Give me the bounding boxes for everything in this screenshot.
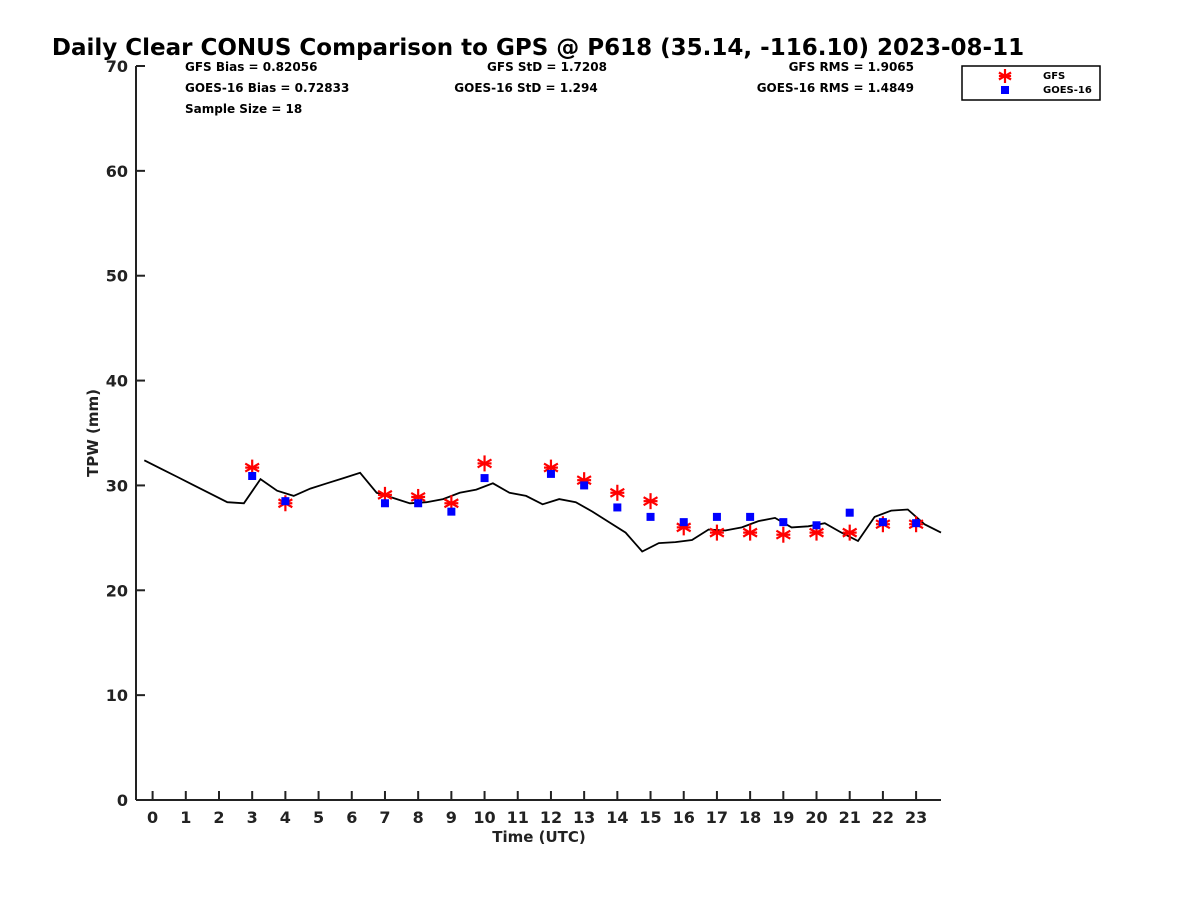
legend-gfs-marker: [998, 69, 1012, 83]
goes16-point: [812, 521, 821, 530]
stat-goes-rms: GOES-16 RMS = 1.4849: [757, 81, 914, 95]
x-tick-label: 5: [313, 808, 324, 827]
x-tick-label: 16: [673, 808, 695, 827]
gfs-point: [477, 455, 493, 472]
x-tick-label: 3: [247, 808, 258, 827]
y-tick-label: 40: [106, 372, 128, 391]
y-tick-label: 0: [117, 791, 128, 810]
x-tick-label: 23: [905, 808, 927, 827]
x-tick-label: 9: [446, 808, 457, 827]
y-tick-label: 70: [106, 57, 128, 76]
goes16-point: [281, 497, 290, 506]
x-tick-label: 6: [346, 808, 357, 827]
plot-area: [143, 455, 942, 553]
goes16-point: [779, 518, 788, 527]
gfs-point: [676, 519, 692, 536]
y-tick-label: 10: [106, 686, 128, 705]
x-tick-label: 15: [639, 808, 661, 827]
y-axis-label: TPW (mm): [84, 389, 102, 477]
goes16-point: [546, 469, 555, 478]
goes16-point: [414, 499, 423, 508]
stat-sample-size: Sample Size = 18: [185, 102, 302, 116]
goes16-point: [746, 512, 755, 521]
gfs-point: [809, 524, 824, 541]
chart-title: Daily Clear CONUS Comparison to GPS @ P6…: [52, 35, 1024, 61]
x-tick-label: 8: [413, 808, 424, 827]
x-tick-label: 21: [839, 808, 861, 827]
gfs-point: [742, 524, 758, 541]
goes16-point: [878, 518, 887, 527]
x-tick-label: 12: [540, 808, 562, 827]
x-tick-label: 20: [805, 808, 827, 827]
legend-goes16-marker: [1001, 86, 1009, 94]
stat-goes-std: GOES-16 StD = 1.294: [454, 81, 597, 95]
x-tick-label: 22: [872, 808, 894, 827]
x-tick-label: 4: [280, 808, 291, 827]
goes16-point: [845, 508, 854, 517]
goes16-point: [679, 518, 688, 527]
legend-label-gfs: GFS: [1043, 71, 1065, 82]
gfs-point: [842, 524, 858, 541]
gfs-point: [775, 526, 791, 543]
gfs-point: [443, 495, 459, 512]
stats-block: GFS Bias = 0.82056 GOES-16 Bias = 0.7283…: [185, 60, 914, 116]
goes16-point: [712, 512, 721, 521]
x-tick-label: 1: [180, 808, 191, 827]
x-tick-label: 7: [379, 808, 390, 827]
x-tick-label: 14: [606, 808, 628, 827]
stat-gfs-std: GFS StD = 1.7208: [487, 60, 607, 74]
y-tick-label: 30: [106, 476, 128, 495]
gfs-point: [709, 524, 725, 541]
x-tick-label: 19: [772, 808, 794, 827]
y-tick-label: 60: [106, 162, 128, 181]
gfs-point: [609, 484, 625, 501]
x-tick-label: 2: [213, 808, 224, 827]
goes16-point: [912, 519, 921, 528]
goes16-point: [447, 507, 456, 516]
legend-label-goes16: GOES-16: [1043, 85, 1092, 96]
x-tick-label: 11: [507, 808, 529, 827]
x-axis-label: Time (UTC): [492, 828, 586, 846]
gfs-point: [543, 459, 559, 476]
stat-gfs-rms: GFS RMS = 1.9065: [789, 60, 914, 74]
goes16-point: [613, 503, 622, 512]
goes16-point: [248, 471, 257, 480]
goes16-point: [646, 512, 655, 521]
stat-gfs-bias: GFS Bias = 0.82056: [185, 60, 317, 74]
legend-box: [961, 65, 1101, 101]
gfs-point: [643, 493, 659, 510]
legend: GFS GOES-16: [961, 65, 1101, 101]
stat-goes-bias: GOES-16 Bias = 0.72833: [185, 81, 349, 95]
goes16-point: [480, 474, 489, 483]
goes16-point: [580, 481, 589, 490]
x-tick-label: 0: [147, 808, 158, 827]
goes16-point: [380, 499, 389, 508]
x-tick-label: 10: [473, 808, 495, 827]
x-tick-label: 18: [739, 808, 761, 827]
y-tick-label: 50: [106, 267, 128, 286]
y-tick-label: 20: [106, 581, 128, 600]
series-line: [143, 459, 942, 553]
x-tick-label: 17: [706, 808, 728, 827]
x-tick-label: 13: [573, 808, 595, 827]
